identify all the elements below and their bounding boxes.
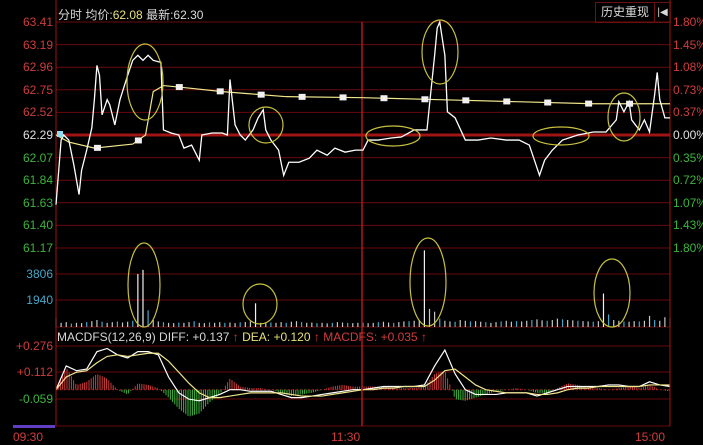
dea-label: DEA:	[242, 330, 271, 344]
price-tick-label: 62.07	[22, 150, 53, 165]
avg-price-value: 62.08	[112, 8, 143, 22]
timeshare-label: 分时	[58, 8, 83, 22]
annotation-ellipse	[607, 92, 641, 142]
avg-marker-icon	[298, 93, 306, 100]
macd-title: MACDFS(12,26,9)	[57, 330, 156, 344]
annotation-ellipse	[593, 258, 631, 328]
price-tick-label: 62.29	[22, 128, 53, 142]
avg-marker-icon	[339, 94, 347, 101]
macdfs-label: MACDFS:	[323, 330, 378, 344]
macd-tick-label: -0.059	[18, 392, 53, 407]
percent-tick-label: 1.43%	[673, 218, 703, 233]
diff-line	[55, 347, 671, 402]
annotation-ellipse	[127, 242, 161, 328]
percent-tick-label: 1.08%	[673, 60, 703, 75]
quote-header: 分时 均价:62.08 最新:62.30	[58, 6, 203, 23]
macdfs-arrow-up-icon: ↑	[420, 330, 427, 344]
skip-to-start-icon[interactable]: |◀	[654, 2, 671, 23]
percent-tick-label: 0.72%	[673, 173, 703, 188]
diff-value: +0.137	[192, 330, 230, 344]
macd-tick-label: +0.276	[15, 338, 53, 353]
percent-tick-label: 1.80%	[673, 241, 703, 255]
price-line	[55, 19, 670, 205]
avg-marker-icon	[421, 96, 429, 103]
price-tick-label: 61.63	[22, 195, 53, 210]
percent-tick-label: 1.80%	[673, 15, 703, 29]
diff-arrow-up-icon: ↑	[232, 330, 239, 344]
annotation-ellipse	[409, 237, 447, 327]
avg-marker-icon	[380, 95, 388, 102]
price-tick-label: 61.40	[22, 218, 53, 233]
avg-marker-icon	[503, 98, 511, 105]
avg-price-label: 均价:	[85, 8, 113, 22]
annotation-ellipse	[126, 43, 164, 121]
annotation-ellipse	[242, 283, 278, 325]
avg-marker-icon	[93, 144, 101, 151]
percent-tick-label: 0.00%	[673, 128, 703, 142]
scroll-indicator	[13, 425, 55, 428]
price-tick-label: 63.19	[22, 37, 53, 52]
last-price-value: 62.30	[173, 8, 204, 22]
avg-marker-icon	[462, 97, 470, 104]
dea-value: +0.120	[273, 330, 311, 344]
time-tick-label: 09:30	[13, 430, 44, 444]
percent-tick-label: 1.45%	[673, 37, 703, 52]
macd-tick-label: +0.112	[16, 364, 53, 379]
annotation-ellipse	[248, 106, 284, 144]
avg-price-line	[55, 84, 670, 149]
price-tick-label: 62.96	[22, 60, 53, 75]
percent-tick-label: 0.73%	[673, 82, 703, 97]
dea-arrow-up-icon: ↑	[313, 330, 320, 344]
macd-header: MACDFS(12,26,9) DIFF: +0.137 ↑ DEA: +0.1…	[57, 330, 427, 344]
avg-marker-icon	[175, 84, 183, 91]
price-tick-label: 63.41	[22, 15, 53, 29]
avg-marker-icon	[626, 100, 634, 107]
avg-marker-icon	[134, 137, 142, 144]
time-tick-label: 15:00	[635, 430, 666, 444]
avg-marker-icon	[216, 88, 224, 95]
annotation-ellipse	[421, 19, 459, 85]
open-marker-icon	[57, 131, 63, 137]
avg-marker-icon	[585, 100, 593, 107]
avg-marker-icon	[257, 91, 265, 98]
volume-tick-label: 3806	[26, 266, 53, 281]
time-tick-label: 11:30	[331, 430, 361, 444]
annotation-ellipse	[532, 126, 590, 146]
percent-tick-label: 0.37%	[673, 105, 703, 120]
price-tick-label: 61.84	[22, 173, 53, 188]
price-tick-label: 61.17	[22, 241, 53, 255]
macdfs-value: +0.035	[380, 330, 418, 344]
percent-tick-label: 1.07%	[673, 195, 703, 210]
price-tick-label: 62.52	[22, 105, 53, 120]
history-replay-button[interactable]: 历史重现	[595, 2, 655, 23]
price-tick-label: 62.75	[22, 82, 53, 97]
percent-tick-label: 0.35%	[673, 150, 703, 165]
dea-line	[55, 352, 670, 399]
last-price-label: 最新:	[146, 8, 174, 22]
avg-marker-icon	[544, 99, 552, 106]
volume-tick-label: 1940	[26, 292, 53, 307]
annotation-ellipse	[365, 125, 421, 147]
diff-label: DIFF:	[159, 330, 190, 344]
